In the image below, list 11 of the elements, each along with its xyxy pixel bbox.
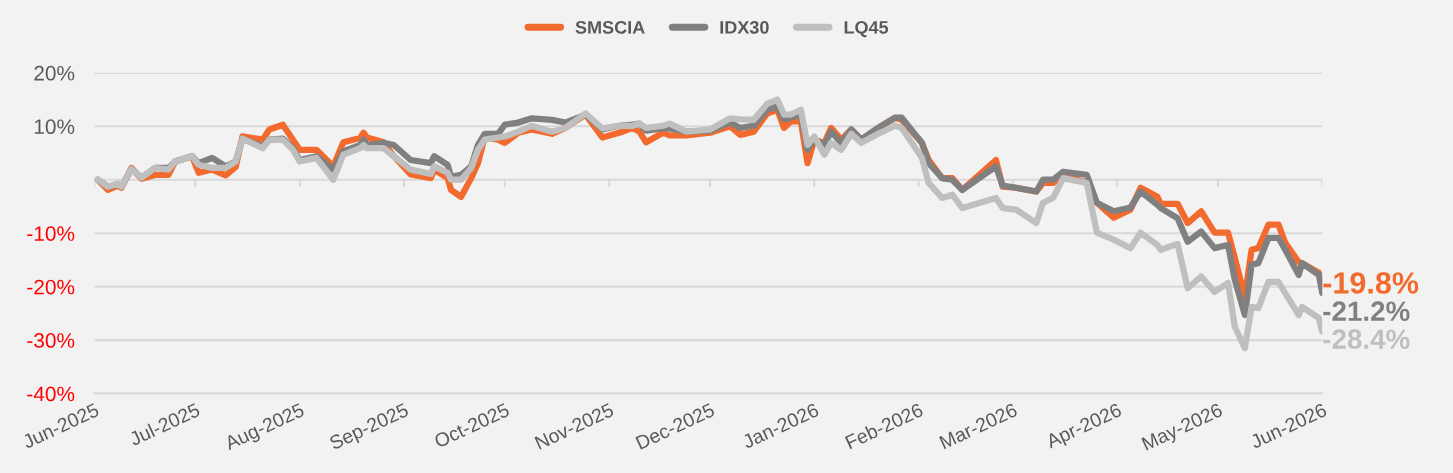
y-tick-label: -20% bbox=[27, 279, 75, 295]
legend-label: SMSCIA bbox=[575, 21, 645, 34]
y-tick-label: 10% bbox=[34, 119, 75, 135]
y-tick-label: -10% bbox=[27, 226, 75, 241]
annotation: -19.8% bbox=[1323, 272, 1419, 294]
y-tick-label: -40% bbox=[27, 386, 75, 402]
legend-label: LQ45 bbox=[844, 21, 889, 38]
y-tick-label: 20% bbox=[34, 65, 75, 81]
legend-label: IDX30 bbox=[720, 21, 769, 34]
y-tick-label: -30% bbox=[27, 333, 75, 348]
annotation: -21.2% bbox=[1323, 301, 1410, 321]
